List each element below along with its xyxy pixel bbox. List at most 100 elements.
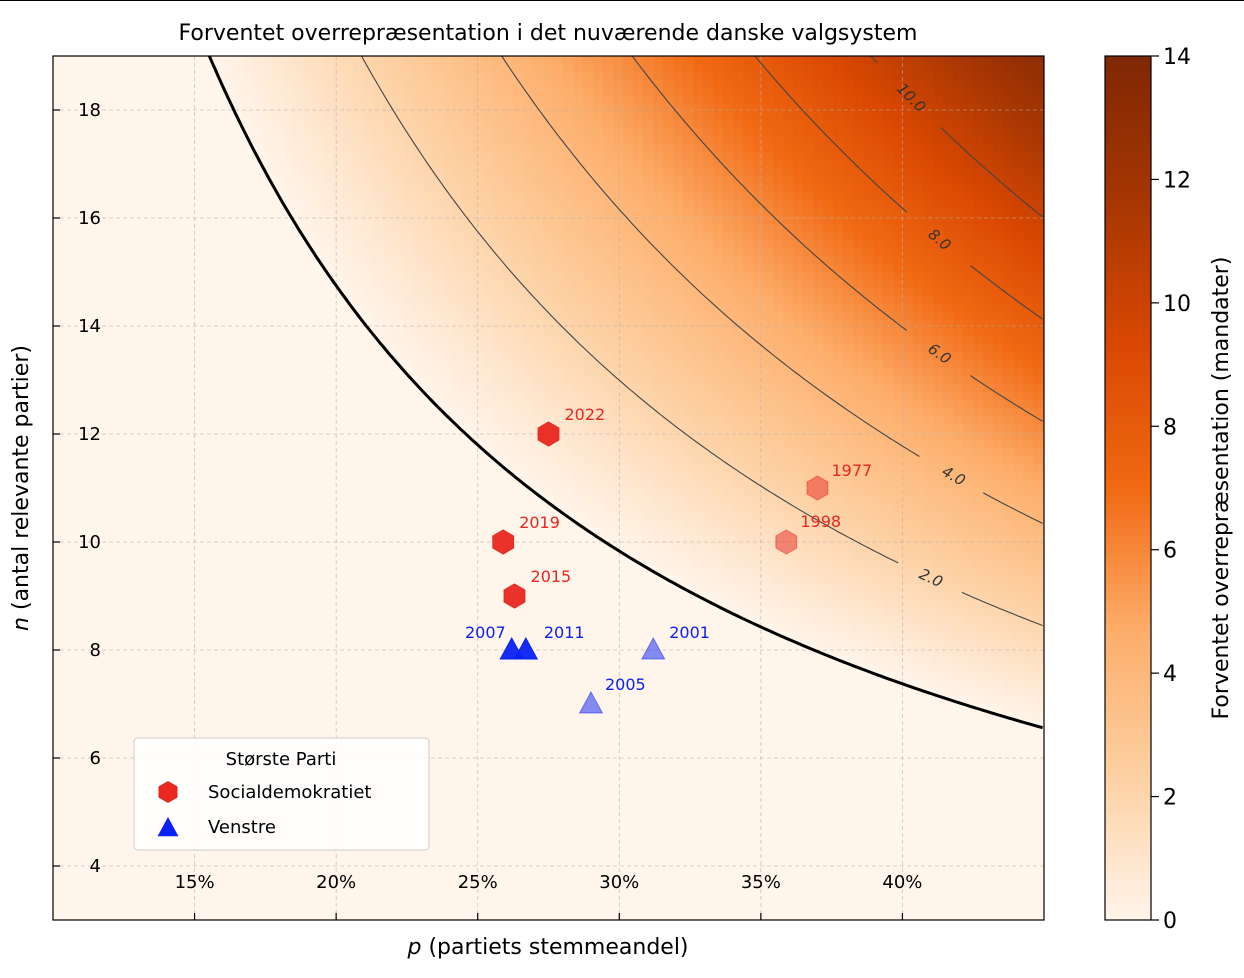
heatmap-cell — [463, 120, 474, 129]
heatmap-cell — [103, 400, 114, 409]
heatmap-cell — [443, 144, 454, 153]
heatmap-cell — [53, 536, 64, 545]
heatmap-cell — [213, 280, 224, 289]
heatmap-cell — [263, 552, 274, 561]
heatmap-cell — [333, 192, 344, 201]
heatmap-cell — [283, 88, 294, 97]
heatmap-cell — [83, 328, 94, 337]
heatmap-cell — [323, 336, 334, 345]
heatmap-cell — [513, 120, 524, 129]
heatmap-cell — [263, 80, 274, 89]
heatmap-cell — [213, 304, 224, 313]
heatmap-cell — [343, 256, 354, 265]
heatmap-cell — [413, 128, 424, 137]
heatmap-cell — [233, 336, 244, 345]
heatmap-cell — [153, 104, 164, 113]
heatmap-cell — [383, 320, 394, 329]
heatmap-cell — [343, 848, 354, 857]
heatmap-cell — [453, 144, 464, 153]
heatmap-cell — [433, 568, 444, 577]
heatmap-cell — [103, 144, 114, 153]
heatmap-cell — [263, 384, 274, 393]
heatmap-cell — [403, 272, 414, 281]
heatmap-cell — [503, 176, 514, 185]
heatmap-cell — [283, 112, 294, 121]
heatmap-cell — [293, 80, 304, 89]
heatmap-cell — [513, 72, 524, 81]
heatmap-cell — [393, 544, 404, 553]
heatmap-cell — [343, 224, 354, 233]
heatmap-cell — [463, 232, 474, 241]
heatmap-cell — [443, 304, 454, 313]
heatmap-cell — [233, 488, 244, 497]
heatmap-cell — [233, 640, 244, 649]
heatmap-cell — [273, 96, 284, 105]
heatmap-cell — [173, 232, 184, 241]
heatmap-cell — [213, 96, 224, 105]
heatmap-cell — [423, 720, 434, 729]
heatmap-cell — [63, 840, 74, 849]
heatmap-cell — [293, 680, 304, 689]
heatmap-cell — [343, 464, 354, 473]
heatmap-cell — [473, 144, 484, 153]
heatmap-cell — [53, 248, 64, 257]
heatmap-cell — [313, 56, 324, 65]
heatmap-cell — [163, 592, 174, 601]
heatmap-cell — [333, 128, 344, 137]
heatmap-cell — [113, 760, 124, 769]
heatmap-cell — [63, 240, 74, 249]
heatmap-cell — [433, 864, 444, 873]
heatmap-cell — [373, 896, 384, 905]
heatmap-cell — [143, 872, 154, 881]
heatmap-cell — [73, 312, 84, 321]
heatmap-cell — [153, 912, 164, 920]
heatmap-cell — [413, 400, 424, 409]
heatmap-cell — [433, 856, 444, 865]
heatmap-cell — [343, 360, 354, 369]
heatmap-cell — [193, 208, 204, 217]
heatmap-cell — [223, 448, 234, 457]
heatmap-cell — [93, 640, 104, 649]
heatmap-cell — [303, 488, 314, 497]
heatmap-cell — [463, 464, 474, 473]
heatmap-cell — [423, 416, 434, 425]
heatmap-cell — [473, 192, 484, 201]
heatmap-cell — [313, 888, 324, 897]
heatmap-cell — [443, 248, 454, 257]
heatmap-cell — [403, 512, 414, 521]
heatmap-cell — [423, 624, 434, 633]
heatmap-cell — [473, 376, 484, 385]
heatmap-cell — [453, 240, 464, 249]
heatmap-cell — [163, 128, 174, 137]
heatmap-cell — [343, 216, 354, 225]
heatmap-cell — [183, 728, 194, 737]
heatmap-cell — [193, 128, 204, 137]
heatmap-cell — [433, 768, 444, 777]
heatmap-cell — [453, 824, 464, 833]
heatmap-cell — [203, 104, 214, 113]
heatmap-cell — [443, 80, 454, 89]
heatmap-cell — [63, 120, 74, 129]
heatmap-cell — [113, 736, 124, 745]
heatmap-cell — [383, 88, 394, 97]
heatmap-cell — [163, 464, 174, 473]
heatmap-cell — [243, 120, 254, 129]
heatmap-cell — [353, 528, 364, 537]
heatmap-cell — [353, 448, 364, 457]
heatmap-cell — [443, 584, 454, 593]
heatmap-cell — [273, 264, 284, 273]
heatmap-cell — [163, 296, 174, 305]
heatmap-cell — [163, 368, 174, 377]
heatmap-cell — [143, 472, 154, 481]
heatmap-cell — [203, 256, 214, 265]
heatmap-cell — [473, 104, 484, 113]
heatmap-cell — [173, 848, 184, 857]
heatmap-cell — [503, 304, 514, 313]
heatmap-cell — [503, 832, 514, 841]
heatmap-cell — [213, 288, 224, 297]
heatmap-cell — [233, 136, 244, 145]
heatmap-cell — [483, 544, 494, 553]
heatmap-cell — [393, 688, 404, 697]
heatmap-cell — [103, 392, 114, 401]
heatmap-cell — [453, 616, 464, 625]
